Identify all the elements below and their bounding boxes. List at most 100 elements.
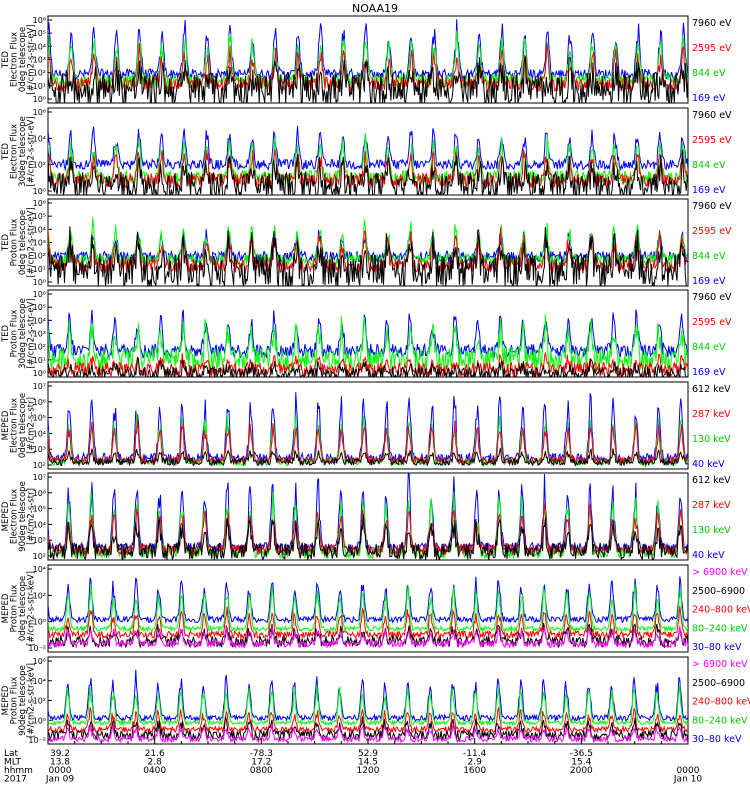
y-axis-label-line: Electron Flux	[10, 32, 20, 87]
y-tick-label: 10⁴	[33, 520, 46, 529]
series-group	[48, 576, 688, 650]
y-axis-label-line: TED	[1, 142, 11, 161]
y-axis-label-line: Proton Flux	[10, 219, 20, 267]
y-axis-label: MEPEDProton Flux90deg telescope[#/cm2-s-…	[1, 663, 37, 738]
legend-entry: 2595 eV	[692, 317, 732, 328]
y-axis-label-line: [#/cm2-s-str]	[27, 397, 37, 454]
x-tick-label: 52.9	[358, 749, 378, 759]
y-tick-label: 10⁵	[33, 29, 46, 38]
y-tick-label: 10²	[33, 591, 46, 600]
legend-entry: 7960 eV	[692, 18, 732, 29]
y-axis-label-line: [#/cm2-s-str-eV]	[27, 116, 37, 186]
x-row-label: hhmm	[4, 766, 33, 776]
y-axis-label-line: [#/cm2-s-str-keV]	[27, 571, 37, 646]
y-axis-label-line: TED	[1, 233, 11, 252]
legend-entry: 80–240 keV	[692, 623, 748, 634]
y-tick-label: 10⁶	[33, 108, 46, 117]
series-group	[48, 392, 688, 468]
panel-frame	[47, 656, 689, 745]
x-row-label: 2017	[4, 775, 27, 785]
series-line	[48, 352, 688, 377]
panel-frame	[47, 107, 689, 196]
y-axis-label-line: Electron Flux	[10, 398, 20, 453]
legend-entry: 2595 eV	[692, 226, 732, 237]
y-tick-label: 10³	[33, 239, 46, 248]
y-axis-label-line: MEPED	[1, 501, 11, 531]
x-tick-label: 2.8	[148, 758, 163, 768]
y-tick-label: 10⁵	[33, 505, 46, 514]
legend-entry: 2500–6900	[692, 586, 745, 597]
y-axis-label: TEDElectron Flux30deg telescope[#/cm2-s-…	[1, 116, 37, 187]
series-line	[48, 149, 688, 195]
series-line	[48, 392, 688, 466]
legend-entry: 130 keV	[692, 434, 731, 445]
y-axis-label-line: 90deg telescope	[18, 665, 28, 736]
y-axis-label-line: [#/cm2-s-str-eV]	[27, 207, 37, 277]
chart-title: NOAA19	[352, 2, 398, 15]
legend-entry: 169 eV	[692, 367, 726, 378]
y-axis-label-line: [#/cm2-s-str-keV]	[27, 663, 37, 738]
y-tick-label: 10⁴	[33, 225, 46, 234]
legend-entry: 169 eV	[692, 93, 726, 104]
legend-entry: 30–80 keV	[692, 642, 742, 653]
legend-entry: > 6900 keV	[692, 659, 748, 670]
y-tick-label: 10³	[33, 445, 46, 454]
y-tick-label: 10⁶	[33, 398, 46, 407]
y-tick-label: 10⁵	[33, 414, 46, 423]
series-line	[48, 583, 688, 633]
x-tick-label: 0400	[143, 766, 166, 776]
y-axis-label-line: [#/cm2-s-str-eV]	[27, 298, 37, 368]
y-axis-label-line: MEPED	[1, 685, 11, 715]
x-tick-label: 39.2	[50, 749, 70, 759]
y-axis-label-line: MEPED	[1, 593, 11, 623]
y-tick-label: 10³	[33, 56, 46, 65]
y-tick-label: 10¹	[33, 82, 46, 91]
y-axis-label-line: MEPED	[1, 410, 11, 440]
x-tick-label: 15.4	[571, 758, 591, 768]
y-tick-label: 10⁵	[33, 303, 46, 312]
y-tick-label: 10²	[33, 343, 46, 352]
y-tick-label: 10⁶	[33, 16, 46, 25]
y-tick-label: 10⁷	[33, 382, 46, 391]
y-tick-label: 10²	[33, 461, 46, 470]
legend-entry: 287 keV	[692, 500, 731, 511]
x-tick-label: -78.3	[250, 749, 273, 759]
y-tick-label: 10²	[33, 697, 46, 706]
y-axis-label-line: Proton Flux	[10, 677, 20, 725]
series-line	[48, 576, 688, 624]
y-axis-label-line: 0deg telescope	[18, 576, 28, 641]
y-tick-label: 10⁴	[33, 134, 46, 143]
y-axis-label-line: [#/cm2-s-str-eV]	[27, 24, 37, 94]
legend-entry: 169 eV	[692, 276, 726, 287]
x-tick-label: -36.5	[570, 749, 593, 759]
x-row-label: MLT	[4, 758, 22, 768]
series-line	[48, 605, 688, 640]
x-tick-label: 21.6	[145, 749, 165, 759]
legend-entry: 7960 eV	[692, 292, 732, 303]
y-tick-label: 10²	[33, 69, 46, 78]
x-tick-label: 0000	[677, 766, 700, 776]
x-tick-label: Jan 10	[673, 775, 702, 785]
panel-frame	[47, 472, 689, 561]
y-axis-label-line: 0deg telescope	[18, 393, 28, 458]
y-tick-label: 10⁶	[33, 657, 46, 666]
x-tick-label: 13.8	[50, 758, 70, 768]
series-line	[48, 227, 688, 275]
y-tick-label: 10⁶	[33, 199, 46, 208]
legend-entry: 169 eV	[692, 185, 726, 196]
y-axis-label-line: 0deg telescope	[18, 27, 28, 92]
y-tick-label: 10⁰	[33, 369, 46, 378]
x-tick-label: Jan 09	[45, 775, 74, 785]
y-axis-label-line: TED	[1, 50, 11, 69]
y-axis-label: TEDElectron Flux0deg telescope[#/cm2-s-s…	[1, 24, 37, 94]
y-axis-label: TEDProton Flux0deg telescope[#/cm2-s-str…	[1, 207, 37, 277]
y-tick-label: 10⁵	[33, 212, 46, 221]
y-tick-label: 10⁴	[33, 565, 46, 574]
y-axis-label-line: Electron Flux	[10, 124, 20, 179]
